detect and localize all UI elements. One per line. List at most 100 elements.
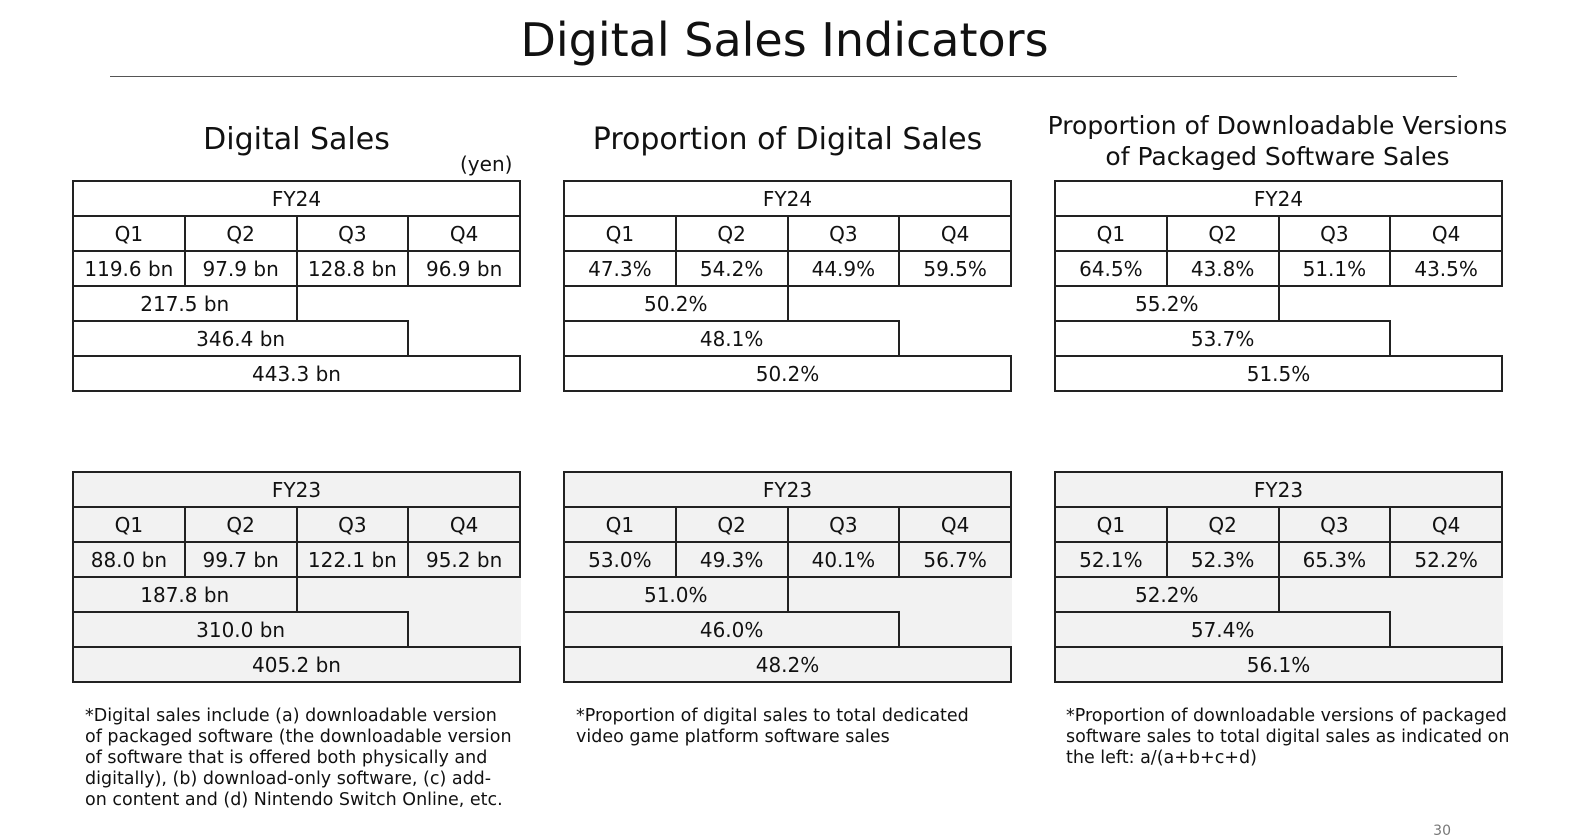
three-quarter-value: 346.4 bn	[71, 320, 410, 357]
quarter-value: 51.1%	[1277, 250, 1392, 287]
quarter-value: 64.5%	[1054, 250, 1168, 287]
year-cell: FY23	[72, 471, 521, 508]
quarter-value: 96.9 bn	[407, 250, 521, 287]
first-half-value: 55.2%	[1054, 285, 1280, 322]
quarter-value: 47.3%	[563, 250, 677, 287]
empty-cell	[1389, 612, 1502, 647]
quarter-header: Q3	[786, 506, 901, 543]
empty-cell	[1389, 321, 1502, 356]
quarter-header: Q1	[72, 215, 186, 252]
quarter-value: 59.5%	[898, 250, 1012, 287]
quarter-value: 43.8%	[1165, 250, 1280, 287]
full-year-value: 405.2 bn	[72, 646, 521, 683]
heading-line-1: Proportion of Downloadable Versions	[1047, 111, 1508, 140]
quarter-header: Q4	[898, 506, 1012, 543]
quarter-header: Q3	[1277, 506, 1392, 543]
title-rule	[110, 76, 1457, 77]
quarter-value: 97.9 bn	[183, 250, 298, 287]
year-cell: FY24	[72, 180, 521, 217]
quarter-value: 54.2%	[674, 250, 789, 287]
quarter-header: Q3	[1277, 215, 1392, 252]
proportion-digital-fy24-table: FY24 Q1 Q2 Q3 Q4 47.3% 54.2% 44.9% 59.5%…	[562, 180, 1012, 392]
first-half-value: 51.0%	[563, 576, 789, 613]
quarter-value: 128.8 bn	[295, 250, 410, 287]
first-half-value: 217.5 bn	[72, 285, 298, 322]
quarter-value: 52.1%	[1054, 541, 1168, 578]
quarter-value: 99.7 bn	[183, 541, 298, 578]
quarter-value: 95.2 bn	[407, 541, 521, 578]
digital-sales-fy24-table: FY24 Q1 Q2 Q3 Q4 119.6 bn 97.9 bn 128.8 …	[71, 180, 521, 392]
quarter-header: Q2	[1165, 506, 1280, 543]
full-year-value: 48.2%	[563, 646, 1012, 683]
page-title: Digital Sales Indicators	[520, 13, 1049, 67]
proportion-digital-fy23-table: FY23 Q1 Q2 Q3 Q4 53.0% 49.3% 40.1% 56.7%…	[562, 471, 1012, 683]
quarter-header: Q1	[563, 506, 677, 543]
full-year-value: 443.3 bn	[72, 355, 521, 392]
empty-cell	[407, 321, 520, 356]
quarter-header: Q4	[407, 215, 521, 252]
quarter-value: 65.3%	[1277, 541, 1392, 578]
quarter-header: Q1	[563, 215, 677, 252]
quarter-header: Q2	[183, 506, 298, 543]
empty-cell	[898, 321, 1011, 356]
heading-line-2: of Packaged Software Sales	[1105, 142, 1450, 171]
digital-sales-heading: Digital Sales	[203, 122, 390, 157]
proportion-digital-heading: Proportion of Digital Sales	[592, 122, 983, 157]
empty-cell	[407, 612, 520, 647]
quarter-value: 122.1 bn	[295, 541, 410, 578]
quarter-header: Q2	[1165, 215, 1280, 252]
quarter-value: 40.1%	[786, 541, 901, 578]
quarter-header: Q1	[1054, 506, 1168, 543]
quarter-value: 88.0 bn	[72, 541, 186, 578]
empty-cell	[786, 286, 1011, 321]
proportion-downloadable-note: *Proportion of downloadable versions of …	[1066, 706, 1510, 768]
quarter-header: Q1	[1054, 215, 1168, 252]
first-half-value: 187.8 bn	[72, 576, 298, 613]
full-year-value: 51.5%	[1054, 355, 1503, 392]
year-cell: FY24	[563, 180, 1012, 217]
quarter-header: Q3	[786, 215, 901, 252]
empty-cell	[898, 612, 1011, 647]
full-year-value: 50.2%	[563, 355, 1012, 392]
empty-cell	[295, 577, 520, 612]
quarter-header: Q4	[1389, 215, 1503, 252]
quarter-header: Q3	[295, 215, 410, 252]
proportion-downloadable-heading: Proportion of Downloadable Versions of P…	[1020, 110, 1535, 172]
empty-cell	[786, 577, 1011, 612]
quarter-header: Q3	[295, 506, 410, 543]
quarter-value: 49.3%	[674, 541, 789, 578]
proportion-downloadable-fy24-table: FY24 Q1 Q2 Q3 Q4 64.5% 43.8% 51.1% 43.5%…	[1053, 180, 1503, 392]
proportion-downloadable-fy23-table: FY23 Q1 Q2 Q3 Q4 52.1% 52.3% 65.3% 52.2%…	[1053, 471, 1503, 683]
unit-label: (yen)	[460, 152, 513, 176]
quarter-header: Q2	[674, 506, 789, 543]
quarter-value: 56.7%	[898, 541, 1012, 578]
empty-cell	[1277, 577, 1502, 612]
year-cell: FY23	[1054, 471, 1503, 508]
three-quarter-value: 48.1%	[562, 320, 901, 357]
three-quarter-value: 57.4%	[1053, 611, 1392, 648]
quarter-header: Q4	[407, 506, 521, 543]
page-number: 30	[1433, 823, 1451, 839]
year-cell: FY23	[563, 471, 1012, 508]
first-half-value: 50.2%	[563, 285, 789, 322]
quarter-header: Q2	[674, 215, 789, 252]
year-cell: FY24	[1054, 180, 1503, 217]
proportion-digital-note: *Proportion of digital sales to total de…	[576, 706, 969, 747]
quarter-value: 52.2%	[1389, 541, 1503, 578]
quarter-header: Q4	[898, 215, 1012, 252]
quarter-value: 53.0%	[563, 541, 677, 578]
empty-cell	[1277, 286, 1502, 321]
quarter-value: 44.9%	[786, 250, 901, 287]
quarter-header: Q2	[183, 215, 298, 252]
quarter-header: Q1	[72, 506, 186, 543]
three-quarter-value: 46.0%	[562, 611, 901, 648]
first-half-value: 52.2%	[1054, 576, 1280, 613]
quarter-header: Q4	[1389, 506, 1503, 543]
three-quarter-value: 53.7%	[1053, 320, 1392, 357]
digital-sales-fy23-table: FY23 Q1 Q2 Q3 Q4 88.0 bn 99.7 bn 122.1 b…	[71, 471, 521, 683]
empty-cell	[295, 286, 520, 321]
digital-sales-note: *Digital sales include (a) downloadable …	[85, 706, 512, 810]
quarter-value: 119.6 bn	[72, 250, 186, 287]
full-year-value: 56.1%	[1054, 646, 1503, 683]
three-quarter-value: 310.0 bn	[71, 611, 410, 648]
